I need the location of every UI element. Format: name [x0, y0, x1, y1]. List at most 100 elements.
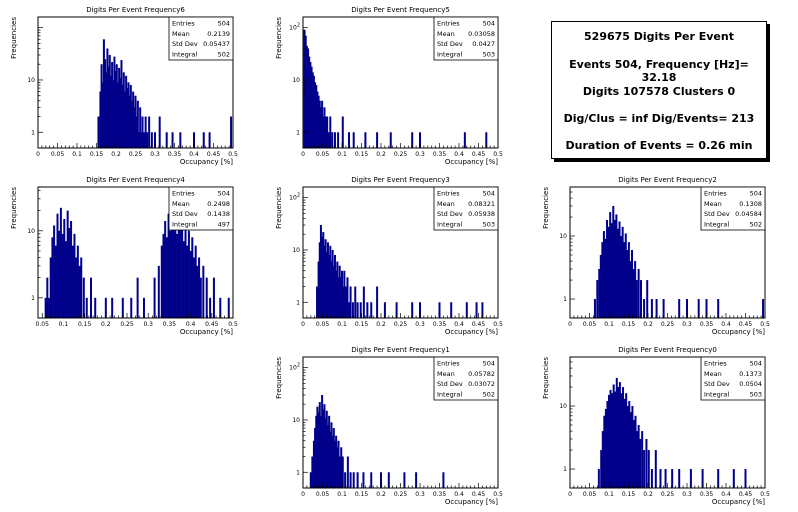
panel5-bar-21 [627, 242, 630, 318]
panel4-x-tick-label: 0 [301, 321, 305, 328]
panel7-bar-27 [641, 431, 644, 488]
panel4-bar-32 [362, 286, 365, 318]
panel6-x-tick-label: 0.1 [337, 491, 347, 498]
panel3-bar-22 [82, 277, 85, 318]
panel3-bar-55 [196, 265, 199, 318]
panel3-stats-label: Entries [172, 190, 195, 198]
panel1-bar-31 [134, 95, 137, 148]
panel1-bar-50 [208, 132, 211, 148]
panel7-y-tick-label: 1 [563, 466, 567, 473]
panel7-stats-value: 503 [750, 390, 762, 398]
panel4-bar-36 [383, 302, 386, 318]
panel1-bar-0 [97, 116, 100, 148]
panel7-bar-32 [654, 450, 657, 488]
panel5-x-tick-label: 0.35 [700, 321, 714, 328]
panel2-bar-8 [312, 75, 315, 148]
panel7-x-tick-label: 0.2 [643, 491, 653, 498]
panel7-x-tick-label: 0.5 [760, 491, 770, 498]
panel1-bar-3 [101, 82, 104, 148]
panel1-bar-36 [140, 132, 143, 148]
panel6-bar-19 [332, 428, 335, 488]
panel7-bar-16 [623, 398, 626, 488]
panel1-y-tick-label: 10 [27, 77, 35, 84]
panel4-title: Digits Per Event Frequency3 [351, 176, 450, 184]
panel2-bar-34 [485, 132, 488, 148]
panel6-x-tick-label: 0.25 [394, 491, 408, 498]
panel3-bar-45 [179, 228, 182, 318]
panel1-bar-27 [129, 85, 132, 148]
panel5-bar-28 [639, 280, 642, 318]
panel3-x-tick-label: 0.1 [59, 321, 69, 328]
panel7-bar-35 [671, 469, 674, 488]
panel7-bar-2 [601, 431, 604, 488]
panel2-bar-4 [308, 56, 311, 148]
panel2-stats-label: Integral [437, 50, 462, 58]
panel2-stats-value: 503 [483, 50, 495, 58]
panel4-stats-box [433, 186, 499, 231]
panel2-bar-7 [311, 72, 314, 148]
panel2-bar-25 [341, 116, 344, 148]
panel5-x-tick-label: 0.45 [739, 321, 753, 328]
panel3-bar-6 [54, 245, 57, 318]
panel1-x-tick-label: 0 [36, 151, 40, 158]
panel4-bar-20 [339, 277, 342, 318]
panel3-bar-33 [157, 265, 160, 318]
panel7-bar-5 [606, 401, 609, 488]
panel1-stats-label: Entries [172, 20, 195, 28]
summary-digits-per-event: 529675 Digits Per Event [584, 30, 734, 43]
panel4-stats-value: 503 [483, 220, 495, 228]
panel4-bar-12 [330, 261, 333, 318]
panel7-bar-11 [615, 377, 618, 488]
panel6-bar-25 [340, 447, 343, 488]
panel5-x-tick-label: 0.3 [682, 321, 692, 328]
panel7-y-tick-label: 10 [559, 403, 567, 410]
panel6-x-tick-label: 0.45 [472, 491, 486, 498]
panel5-bar-29 [643, 299, 646, 318]
panel7-stats-box [700, 356, 766, 401]
panel4-bar-18 [337, 277, 340, 318]
panel3-bar-48 [184, 223, 187, 318]
panel1-bar-46 [171, 132, 174, 148]
panel3-x-tick-label: 0.35 [163, 321, 177, 328]
panel1-bar-44 [158, 116, 161, 148]
panel4-bar-5 [322, 232, 325, 318]
panel1-bar-42 [150, 132, 153, 148]
panel2-y-tick-label: 10 [292, 77, 300, 84]
panel1-stats-label: Mean [172, 30, 190, 38]
panel7-bar-22 [632, 420, 635, 488]
panel5-stats-label: Mean [704, 200, 722, 208]
panel2-bar-22 [331, 132, 334, 148]
panel6-bar-6 [317, 412, 320, 488]
panel5-bar-22 [629, 261, 632, 318]
panel2-bar-21 [329, 116, 332, 148]
panel5-bar-7 [606, 219, 609, 318]
panel3-bar-43 [176, 233, 179, 318]
panel4-bar-42 [465, 302, 468, 318]
panel7-x-tick-label: 0.4 [721, 491, 731, 498]
panel4-bar-14 [332, 265, 335, 318]
panel2-bar-9 [314, 82, 317, 148]
panel6-bar-31 [356, 472, 359, 488]
panel6-x-tick-label: 0.05 [316, 491, 330, 498]
panel3-bar-16 [71, 245, 74, 318]
panel2-x-tick-label: 0.25 [394, 151, 408, 158]
panel7-bar-31 [650, 469, 653, 488]
panel4-stats-value: 0.05938 [468, 210, 495, 218]
panel3-bar-13 [66, 210, 69, 318]
panel3-stats-value: 504 [218, 190, 230, 198]
panel2-bar-26 [348, 132, 351, 148]
panel3-stats-value: 497 [218, 220, 230, 228]
panel2-x-tick-label: 0.05 [316, 151, 330, 158]
panel3-bar-5 [53, 225, 56, 318]
panel3-bar-7 [56, 213, 59, 318]
panel6-stats-label: Std Dev [437, 380, 463, 388]
panel3-bar-53 [193, 257, 195, 318]
panel7-bar-6 [608, 394, 610, 488]
panel7-bar-41 [744, 469, 747, 488]
panel6-bar-1 [311, 456, 314, 488]
panel5-bar-38 [717, 299, 720, 318]
panel6-y-tick-label: 1 [296, 469, 300, 476]
panel4-bar-25 [346, 277, 349, 318]
panel4-stats-label: Integral [437, 220, 462, 228]
panel7-bar-17 [625, 393, 628, 488]
